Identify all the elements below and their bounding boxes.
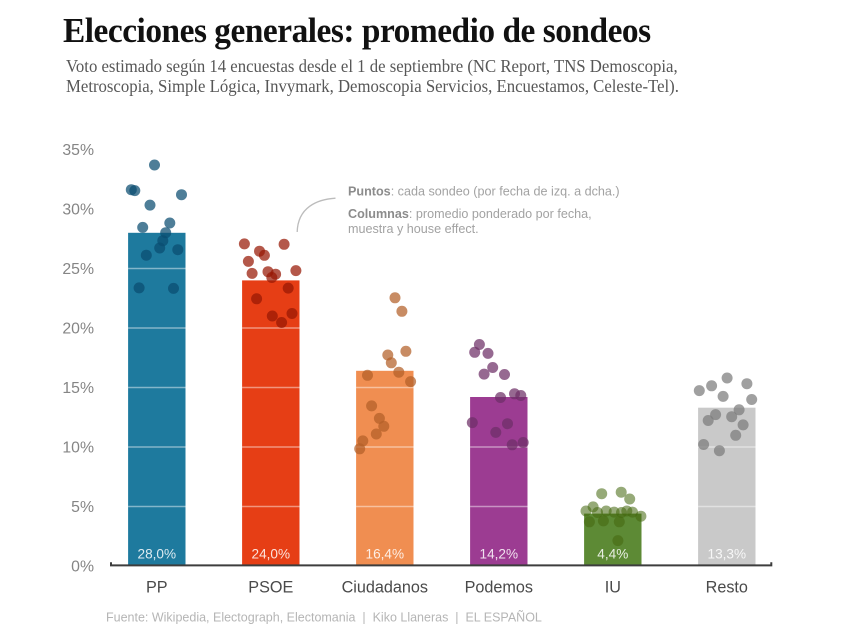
svg-text:15%: 15% bbox=[62, 380, 94, 397]
svg-text:25%: 25% bbox=[62, 261, 94, 278]
svg-text:20%: 20% bbox=[62, 320, 94, 337]
svg-text:16,4%: 16,4% bbox=[366, 547, 405, 562]
svg-text:10%: 10% bbox=[62, 439, 94, 456]
svg-text:PSOE: PSOE bbox=[248, 578, 293, 596]
svg-text:IU: IU bbox=[605, 578, 621, 596]
svg-text:4,4%: 4,4% bbox=[597, 547, 628, 562]
svg-text:Fuente: Wikipedia, Electograph: Fuente: Wikipedia, Electograph, Electoma… bbox=[106, 610, 542, 624]
svg-text:13,3%: 13,3% bbox=[708, 547, 747, 562]
svg-text:Podemos: Podemos bbox=[465, 578, 533, 596]
svg-text:PP: PP bbox=[146, 578, 168, 596]
svg-text:Columnas: promedio ponderado p: Columnas: promedio ponderado por fecha, bbox=[348, 207, 592, 221]
svg-text:14,2%: 14,2% bbox=[480, 547, 519, 562]
svg-text:Ciudadanos: Ciudadanos bbox=[342, 578, 428, 596]
svg-text:Resto: Resto bbox=[706, 578, 748, 596]
svg-text:24,0%: 24,0% bbox=[252, 547, 291, 562]
svg-text:28,0%: 28,0% bbox=[138, 547, 177, 562]
svg-text:0%: 0% bbox=[71, 558, 94, 575]
svg-text:35%: 35% bbox=[62, 142, 94, 159]
svg-text:Puntos: cada sondeo (por fecha: Puntos: cada sondeo (por fecha de izq. a… bbox=[348, 184, 620, 198]
svg-text:5%: 5% bbox=[71, 499, 94, 516]
svg-text:muestra y house effect.: muestra y house effect. bbox=[348, 222, 479, 236]
svg-text:30%: 30% bbox=[62, 201, 94, 218]
